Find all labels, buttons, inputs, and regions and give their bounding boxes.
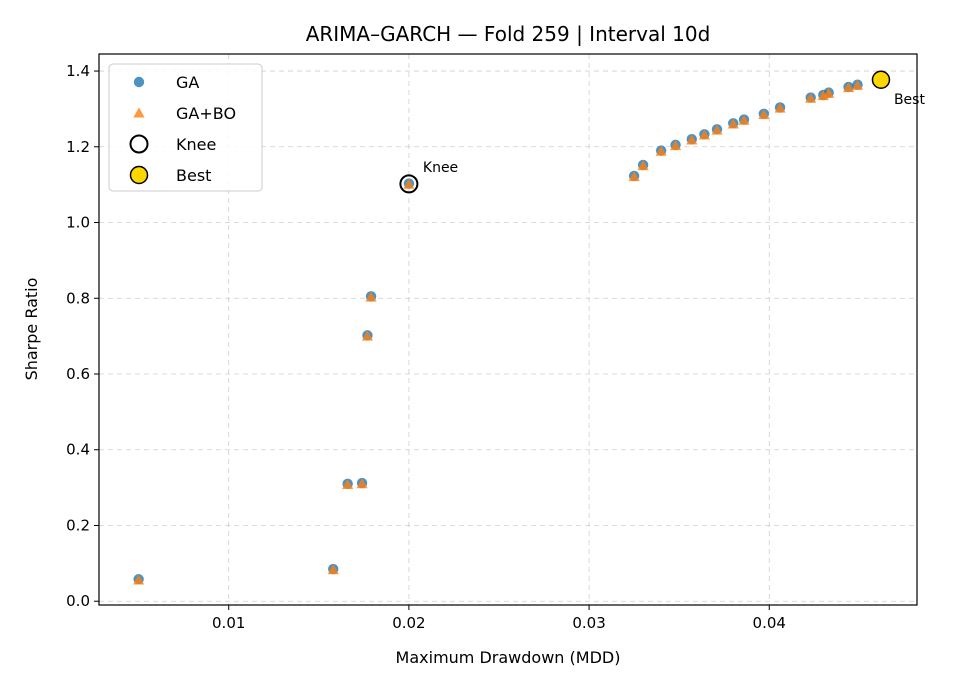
ga-bo-point (698, 129, 710, 140)
ga-bo-point (365, 291, 377, 302)
ga-bo-point (403, 178, 415, 189)
ga-bo-point (356, 478, 368, 489)
legend-label: GA (176, 73, 199, 92)
ga-bo-point (851, 79, 864, 90)
y-tick-label: 0.0 (66, 592, 90, 610)
axes-layer: 0.01 0.02 0.03 0.04 0.0 0.2 0.4 0.6 0.8 1.0 1.2 1.4 (66, 62, 786, 632)
y-tick-label: 1.4 (66, 62, 90, 80)
legend-ga-marker (133, 76, 145, 88)
x-tick-label: 0.03 (572, 614, 605, 632)
ga-bo-point (805, 92, 817, 103)
ga-bo-point (637, 160, 649, 171)
ga-bo-point (823, 87, 835, 98)
y-axis-title: Sharpe Ratio (22, 278, 41, 381)
ga-bo-point (628, 171, 640, 182)
ga-bo-point (842, 82, 855, 93)
legend-knee-marker (129, 134, 149, 154)
legend-label: Knee (176, 135, 216, 154)
best-marker (871, 70, 891, 90)
legend-ga-bo-marker (133, 107, 145, 118)
plot-frame (98, 53, 918, 606)
knee-annotation: Knee (423, 160, 458, 176)
legend-box (108, 63, 263, 192)
marks-layer (133, 79, 864, 585)
ga-bo-point (669, 140, 682, 151)
ga-bo-point (361, 330, 374, 341)
ga-bo-point (738, 114, 750, 125)
y-tick-label: 0.2 (66, 516, 90, 534)
y-tick-label: 0.8 (66, 289, 90, 307)
x-axis-title: Maximum Drawdown (MDD) (396, 648, 621, 667)
ga-bo-point (758, 108, 770, 120)
y-tick-label: 0.6 (66, 365, 90, 383)
x-tick-label: 0.02 (392, 614, 425, 632)
ga-bo-point (327, 564, 339, 575)
knee-marker (399, 174, 419, 194)
ga-bo-point (727, 118, 739, 129)
ga-bo-point (774, 102, 786, 113)
x-tick-label: 0.01 (212, 614, 245, 632)
legend-label: GA+BO (176, 104, 236, 123)
chart-title: ARIMA–GARCH — Fold 259 | Interval 10d (306, 22, 711, 46)
legend-label: Best (176, 166, 211, 185)
x-tick-label: 0.04 (753, 614, 786, 632)
ga-bo-point (686, 134, 698, 145)
ga-bo-point (342, 478, 354, 490)
y-tick-label: 1.0 (66, 214, 90, 232)
y-tick-label: 0.4 (66, 441, 90, 459)
ga-bo-point (711, 124, 723, 135)
y-tick-label: 1.2 (66, 138, 90, 156)
legend: GA GA+BO Knee Best (108, 63, 263, 192)
best-annotation: Best (894, 92, 926, 108)
legend-best-marker (129, 165, 149, 185)
ga-bo-point (133, 574, 145, 585)
ga-bo-point (655, 145, 667, 156)
